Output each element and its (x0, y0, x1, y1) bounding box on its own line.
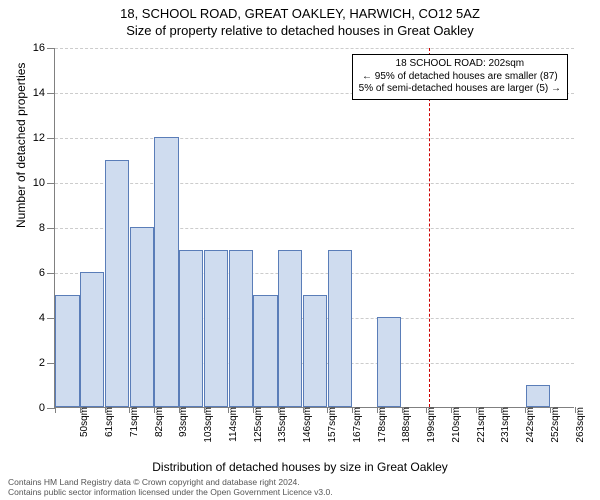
x-tick (352, 407, 353, 413)
chart-area: 024681012141650sqm61sqm71sqm82sqm93sqm10… (54, 48, 574, 408)
histogram-bar (154, 137, 178, 407)
x-tick-label: 242sqm (519, 407, 536, 443)
x-tick-label: 103sqm (197, 407, 214, 443)
x-tick (377, 407, 378, 413)
x-tick-label: 178sqm (371, 407, 388, 443)
y-axis-title: Number of detached properties (14, 63, 28, 228)
y-tick-label: 4 (39, 312, 55, 324)
x-tick (228, 407, 229, 413)
footer-line2: Contains public sector information licen… (8, 488, 333, 498)
x-axis-title: Distribution of detached houses by size … (0, 460, 600, 474)
y-tick-label: 14 (33, 87, 55, 99)
x-tick-label: 146sqm (296, 407, 313, 443)
x-tick-label: 263sqm (569, 407, 586, 443)
x-tick (501, 407, 502, 413)
annotation-box: 18 SCHOOL ROAD: 202sqm← 95% of detached … (352, 54, 568, 100)
histogram-bar (278, 250, 302, 408)
plot-region: 024681012141650sqm61sqm71sqm82sqm93sqm10… (54, 48, 574, 408)
x-tick-label: 252sqm (544, 407, 561, 443)
reference-line (429, 48, 430, 407)
x-tick-label: 231sqm (494, 407, 511, 443)
x-tick-label: 50sqm (73, 407, 90, 437)
annotation-line: ← 95% of detached houses are smaller (87… (359, 71, 561, 84)
x-tick-label: 167sqm (346, 407, 363, 443)
histogram-bar (130, 227, 154, 407)
histogram-bar (229, 250, 253, 408)
chart-title-block: 18, SCHOOL ROAD, GREAT OAKLEY, HARWICH, … (0, 0, 600, 40)
x-tick (179, 407, 180, 413)
x-tick (327, 407, 328, 413)
grid-line (55, 48, 574, 49)
x-tick-label: 157sqm (321, 407, 338, 443)
x-tick-label: 199sqm (420, 407, 437, 443)
x-tick-label: 135sqm (271, 407, 288, 443)
x-tick (451, 407, 452, 413)
histogram-bar (303, 295, 327, 408)
x-tick (253, 407, 254, 413)
histogram-bar (105, 160, 129, 408)
annotation-line: 5% of semi-detached houses are larger (5… (359, 83, 561, 96)
histogram-bar (204, 250, 228, 408)
x-tick (426, 407, 427, 413)
y-tick-label: 6 (39, 267, 55, 279)
histogram-bar (526, 385, 550, 408)
annotation-line: 18 SCHOOL ROAD: 202sqm (359, 58, 561, 71)
y-tick-label: 8 (39, 222, 55, 234)
x-tick (402, 407, 403, 413)
x-tick-label: 188sqm (395, 407, 412, 443)
histogram-bar (55, 295, 79, 408)
histogram-bar (328, 250, 352, 408)
histogram-bar (377, 317, 401, 407)
x-tick (55, 407, 56, 413)
x-tick-label: 93sqm (172, 407, 189, 437)
x-tick (575, 407, 576, 413)
x-tick-label: 221sqm (470, 407, 487, 443)
histogram-bar (179, 250, 203, 408)
x-tick (105, 407, 106, 413)
x-tick (80, 407, 81, 413)
y-tick-label: 0 (39, 402, 55, 414)
y-tick-label: 2 (39, 357, 55, 369)
x-tick-label: 82sqm (148, 407, 165, 437)
x-tick (204, 407, 205, 413)
y-tick-label: 12 (33, 132, 55, 144)
x-tick (129, 407, 130, 413)
x-tick-label: 61sqm (98, 407, 115, 437)
x-tick-label: 125sqm (247, 407, 264, 443)
histogram-bar (253, 295, 277, 408)
histogram-bar (80, 272, 104, 407)
x-tick-label: 71sqm (123, 407, 140, 437)
x-tick (278, 407, 279, 413)
x-tick-label: 210sqm (445, 407, 462, 443)
x-tick (476, 407, 477, 413)
x-tick (154, 407, 155, 413)
footer-attribution: Contains HM Land Registry data © Crown c… (8, 478, 333, 498)
y-tick-label: 16 (33, 42, 55, 54)
chart-title-line1: 18, SCHOOL ROAD, GREAT OAKLEY, HARWICH, … (0, 6, 600, 23)
chart-title-line2: Size of property relative to detached ho… (0, 23, 600, 40)
y-tick-label: 10 (33, 177, 55, 189)
grid-line (55, 183, 574, 184)
x-tick (525, 407, 526, 413)
x-tick-label: 114sqm (222, 407, 239, 442)
x-tick (303, 407, 304, 413)
grid-line (55, 138, 574, 139)
x-tick (550, 407, 551, 413)
